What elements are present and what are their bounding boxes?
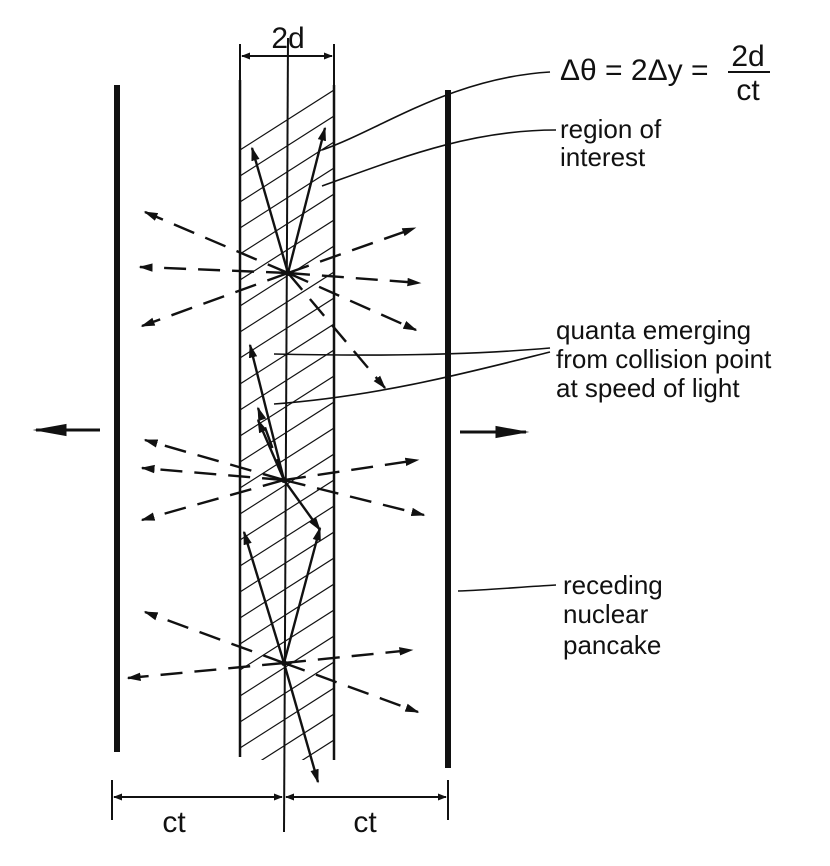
quantum-trajectory-dashed — [287, 272, 386, 390]
pancake-label-line1: receding — [563, 570, 663, 600]
quantum-trajectory-solid — [250, 146, 290, 274]
region-label-line2: interest — [560, 142, 646, 172]
delta-theta-formula: Δθ = 2Δy = — [560, 54, 709, 87]
formula-numerator: 2d — [731, 40, 764, 73]
quantum-trajectory-dashed — [126, 661, 285, 681]
leader-lines — [273, 71, 557, 592]
quantum-trajectory-solid — [286, 126, 327, 274]
quantum-trajectory-dashed — [140, 464, 285, 482]
hatch-line — [260, 713, 334, 760]
quanta-leader-lower — [273, 351, 551, 405]
quantum-trajectory-dashed — [140, 271, 289, 328]
quantum-trajectory-solid — [256, 418, 286, 481]
central-axis — [283, 37, 289, 833]
formula-leader — [321, 71, 551, 151]
hatch-line — [240, 427, 334, 489]
quantum-trajectory-dashed — [283, 478, 426, 517]
quantum-trajectory-dashed — [283, 647, 414, 665]
collision-point-1 — [138, 126, 422, 390]
quantum-trajectory-dashed — [138, 263, 289, 275]
collision-point-2 — [140, 343, 426, 532]
hatch-line — [240, 635, 334, 697]
hatch-line — [240, 531, 334, 593]
region-label-line1: region of — [560, 114, 662, 144]
pancake-label-line2: nuclear — [563, 599, 649, 629]
pancake-label-line3: pancake — [563, 630, 661, 660]
hatch-line — [240, 687, 334, 749]
quanta-label-line3: at speed of light — [556, 373, 740, 403]
quantum-trajectory-solid — [282, 526, 322, 664]
hatch-line — [240, 557, 334, 619]
quanta-label-line1: quanta emerging — [556, 315, 751, 345]
quantum-trajectory-dashed — [287, 271, 422, 287]
quantum-trajectory-dashed — [140, 478, 285, 522]
quantum-trajectory-solid — [248, 343, 286, 481]
quanta-leader-upper — [273, 347, 551, 356]
gap-width-label: 2d — [271, 22, 304, 55]
hatch-line — [240, 661, 334, 723]
collision-vertex — [285, 270, 291, 276]
collision-events — [126, 126, 426, 784]
collision-vertex — [281, 477, 287, 483]
hatch-line — [240, 505, 334, 567]
hatch-line — [301, 739, 334, 760]
hatch-line — [240, 609, 334, 671]
quantum-trajectory-dashed — [287, 271, 418, 332]
quantum-trajectory-solid — [283, 479, 321, 532]
hatch-line — [240, 479, 334, 541]
ct-right-label: ct — [353, 806, 377, 839]
ct-left-label: ct — [162, 806, 186, 839]
quantum-trajectory-dashed — [283, 661, 420, 714]
pancake-leader — [457, 584, 557, 592]
collision-point-3 — [126, 526, 420, 784]
quanta-label-line2: from collision point — [556, 344, 772, 374]
quantum-trajectory-dashed — [143, 610, 285, 665]
quantum-trajectory-dashed — [143, 438, 285, 482]
formula-denominator: ct — [736, 74, 760, 107]
quantum-trajectory-dashed — [283, 457, 420, 482]
quantum-trajectory-dashed — [143, 210, 289, 275]
quantum-trajectory-dashed — [287, 226, 417, 275]
region-leader — [321, 129, 557, 187]
collision-vertex — [281, 660, 287, 666]
hatch-line — [240, 583, 334, 645]
quantum-trajectory-solid — [242, 530, 286, 664]
quantum-trajectory-solid — [282, 662, 320, 784]
